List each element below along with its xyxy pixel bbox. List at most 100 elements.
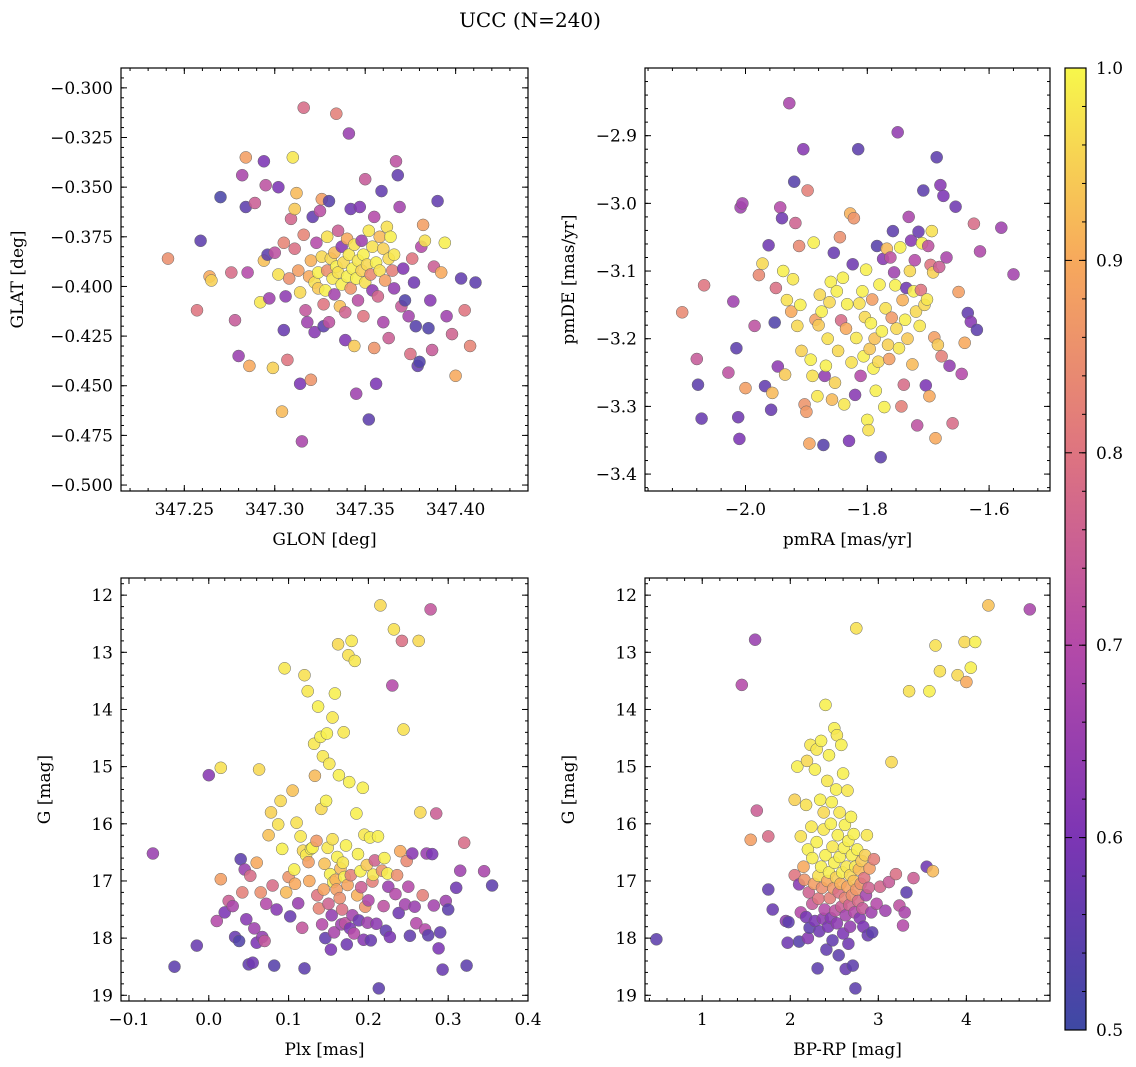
y-tick-label: −0.500 — [50, 476, 113, 496]
scatter-point — [791, 760, 804, 773]
scatter-point — [967, 217, 981, 230]
y-tick-label: 18 — [615, 929, 637, 949]
scatter-point — [835, 738, 848, 752]
scatter-point — [812, 892, 825, 905]
scatter-point — [836, 767, 850, 780]
scatter-point — [326, 832, 339, 846]
scatter-point — [864, 316, 878, 330]
scatter-point — [414, 806, 427, 819]
scatter-point — [921, 239, 935, 253]
scatter-point — [250, 856, 263, 869]
scatter-point — [279, 290, 292, 303]
scatter-point — [445, 327, 459, 341]
scatter-point — [879, 904, 892, 917]
scatter-point — [853, 297, 866, 310]
scatter-point — [394, 844, 407, 858]
scatter-point — [831, 344, 845, 358]
scatter-point — [266, 361, 280, 375]
scatter-point — [781, 936, 794, 949]
scatter-point — [431, 194, 444, 208]
scatter-point — [301, 684, 314, 698]
scatter-point — [288, 242, 301, 255]
scatter-point — [332, 768, 346, 782]
scatter-point — [339, 306, 352, 319]
scatter-point — [292, 264, 305, 277]
scatter-point — [870, 897, 883, 911]
axes-frame — [644, 67, 1051, 492]
scatter-point — [235, 168, 249, 182]
y-tick-label: −0.375 — [50, 228, 113, 248]
y-tick-label: 13 — [91, 643, 113, 663]
y-tick-label: −3.1 — [596, 262, 637, 282]
scatter-point — [190, 304, 204, 317]
scatter-point — [243, 359, 256, 373]
scatter-point — [797, 860, 810, 873]
scatter-point — [298, 668, 311, 682]
scatter-point — [389, 155, 403, 168]
scatter-point — [366, 240, 379, 253]
scatter-point — [317, 298, 330, 311]
scatter-point — [308, 769, 322, 783]
scatter-point — [457, 836, 471, 849]
scatter-point — [859, 263, 873, 276]
scatter-point — [935, 350, 948, 363]
scatter-point — [926, 864, 940, 878]
scatter-point — [902, 210, 915, 224]
scatter-point — [908, 253, 922, 267]
scatter-point — [731, 410, 745, 424]
scatter-point — [822, 748, 836, 762]
x-tick-label: −1.8 — [847, 500, 888, 520]
scatter-point — [402, 880, 415, 893]
scatter-point — [271, 818, 285, 831]
x-tick-label: 1 — [697, 1010, 708, 1030]
colorbar-tick-label: 0.5 — [1096, 1021, 1123, 1041]
scatter-point — [776, 264, 790, 278]
scatter-point — [410, 917, 423, 930]
scatter-point — [919, 379, 933, 392]
scatter-point — [272, 268, 285, 281]
scatter-point — [875, 325, 889, 338]
scatter-point — [214, 872, 228, 886]
scatter-point — [226, 899, 239, 913]
scatter-point — [826, 840, 839, 853]
scatter-point — [344, 282, 357, 295]
scatter-point — [239, 151, 253, 164]
scatter-point — [372, 982, 386, 995]
scatter-point — [820, 943, 833, 956]
scatter-point — [814, 734, 828, 748]
x-tick-label: 347.30 — [245, 500, 304, 520]
scatter-point — [331, 224, 345, 238]
scatter-point — [806, 369, 819, 383]
scatter-point — [825, 393, 839, 406]
scatter-point — [929, 639, 942, 652]
scatter-point — [846, 959, 860, 972]
scatter-point — [272, 180, 285, 194]
scatter-point — [856, 285, 869, 298]
scatter-point — [210, 914, 224, 928]
scatter-point — [258, 934, 271, 948]
scatter-point — [288, 877, 302, 891]
colorbar-gradient — [1064, 67, 1087, 1031]
scatter-point — [304, 254, 318, 267]
scatter-point — [327, 926, 341, 939]
scatter-point — [232, 349, 245, 363]
scatter-point — [929, 431, 942, 445]
scatter-point — [228, 313, 242, 327]
scatter-point — [299, 304, 312, 317]
scatter-point — [932, 260, 946, 274]
scatter-point — [319, 931, 332, 945]
x-tick-label: 0.3 — [435, 1010, 462, 1030]
scatter-point — [398, 294, 412, 307]
scatter-point — [161, 252, 175, 265]
y-tick-label: 15 — [91, 758, 113, 778]
y-tick-label: 15 — [615, 758, 637, 778]
scatter-point — [898, 906, 911, 919]
scatter-point — [266, 879, 279, 892]
scatter-point — [862, 423, 875, 437]
colorbar: 0.5 0.6 0.7 0.8 0.9 1.0 — [1064, 59, 1123, 1041]
scatter-point — [392, 906, 405, 920]
scatter-point — [780, 293, 794, 307]
scatter-point — [958, 635, 971, 649]
scatter-point — [377, 242, 390, 255]
scatter-point — [391, 168, 405, 182]
